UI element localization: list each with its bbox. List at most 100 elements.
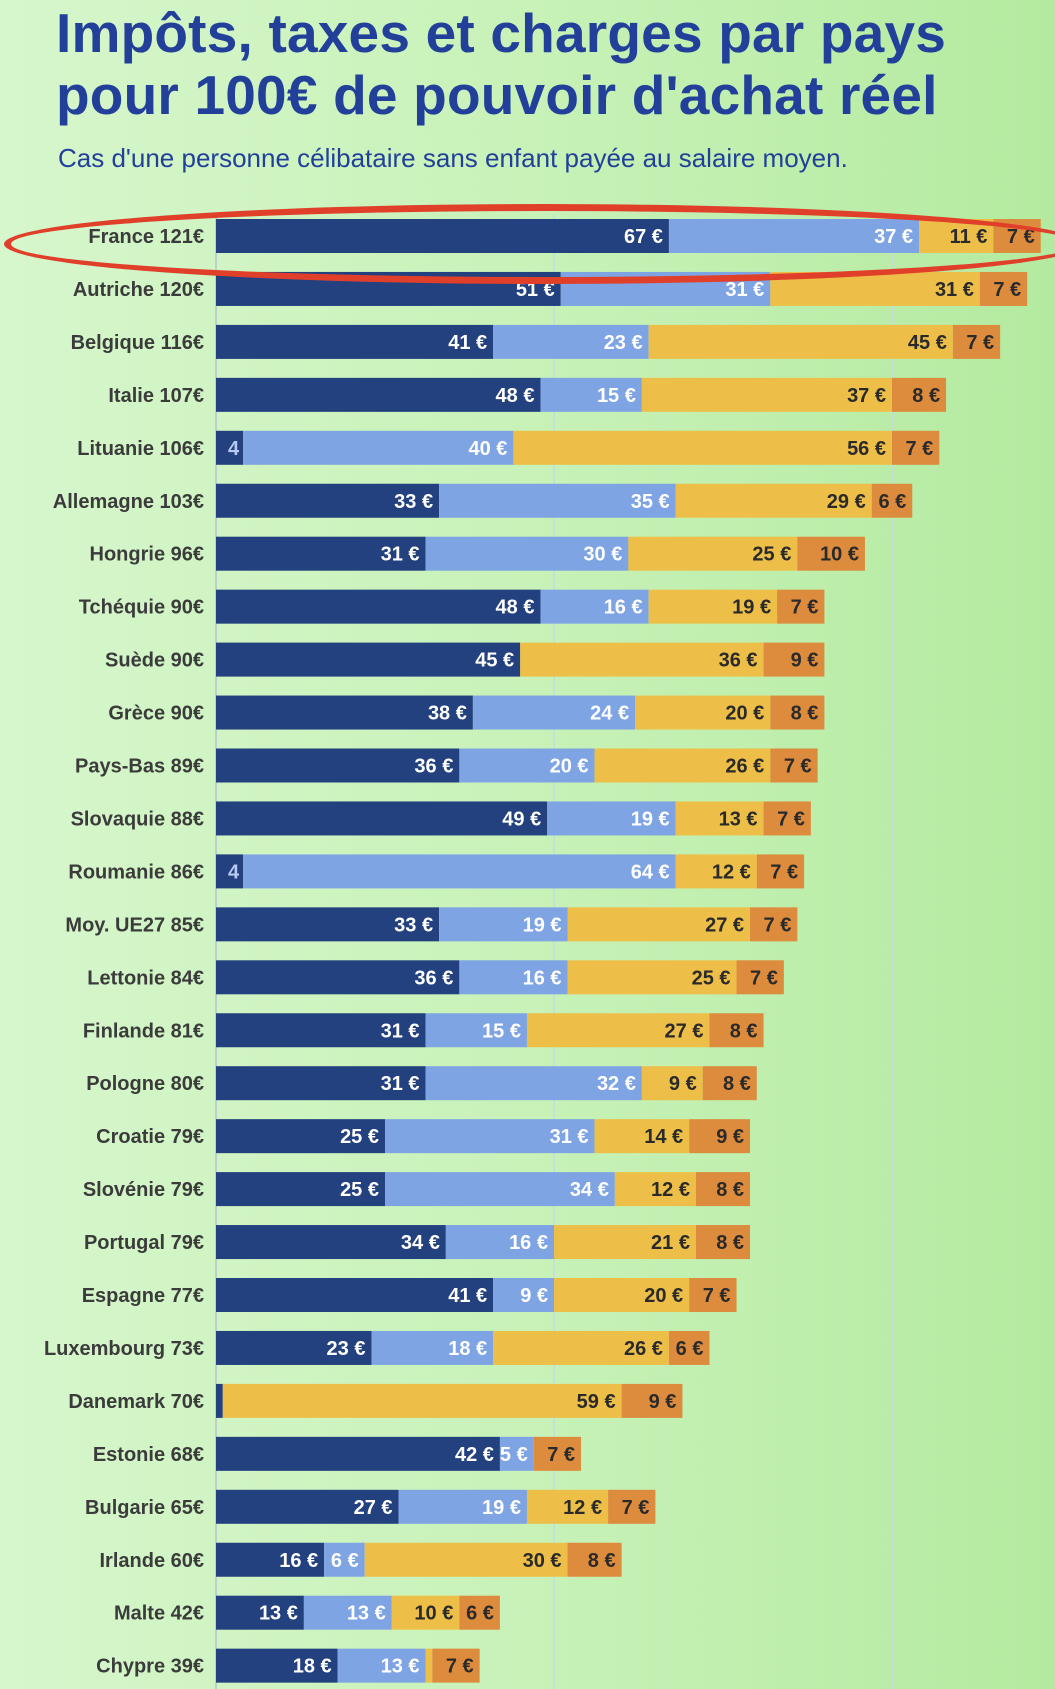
data-label: 38 € (428, 703, 467, 725)
data-label: 40 € (469, 438, 508, 460)
data-label: 20 € (644, 1285, 683, 1307)
bar-segment-4 (750, 907, 798, 942)
bar-segment-1 (216, 1066, 426, 1101)
data-label: 26 € (624, 1338, 663, 1360)
bar-segment-3 (520, 642, 764, 677)
data-label: 7 € (750, 967, 778, 989)
data-label: 59 € (577, 1391, 616, 1413)
data-label: 9 € (520, 1285, 548, 1307)
bar-segment-1 (216, 271, 561, 306)
data-label: 12 € (712, 861, 751, 883)
data-label: 19 € (482, 1497, 521, 1519)
bar-segment-3 (425, 1648, 433, 1683)
data-label: 7 € (906, 438, 934, 460)
category-label: Moy. UE27 85€ (65, 914, 204, 936)
category-label: Lituanie 106€ (77, 438, 204, 460)
data-label: 7 € (1007, 226, 1035, 248)
category-label: Bulgarie 65€ (85, 1497, 204, 1519)
data-label: 31 € (550, 1126, 589, 1148)
data-label: 26 € (725, 756, 764, 778)
bar-segment-4 (432, 1648, 480, 1683)
category-label: Danemark 70€ (68, 1391, 204, 1413)
data-label: 13 € (259, 1603, 298, 1625)
data-label: 56 € (847, 438, 886, 460)
category-label: Grèce 90€ (108, 703, 204, 725)
bar-segment-1 (216, 377, 541, 412)
data-label: 9 € (669, 1073, 697, 1095)
category-label: Pologne 80€ (86, 1073, 204, 1095)
data-label: 16 € (509, 1232, 548, 1254)
data-label: 8 € (588, 1550, 616, 1572)
bar-segment-1 (216, 1119, 385, 1154)
bar-segment-4 (689, 1119, 751, 1154)
chart-subtitle: Cas d'une personne célibataire sans enfa… (58, 143, 848, 173)
data-label: 7 € (777, 808, 805, 830)
bar-segment-3 (364, 1542, 568, 1577)
data-label: 16 € (604, 597, 643, 619)
data-label: 13 € (719, 808, 758, 830)
bar-segment-3 (635, 695, 771, 730)
category-label: Tchéquie 90€ (79, 597, 204, 619)
bar-segment-4 (892, 377, 947, 412)
category-label: Portugal 79€ (84, 1232, 204, 1254)
bar-segment-3 (554, 1278, 690, 1312)
bar-segment-1 (216, 219, 669, 253)
bar-segment-1 (216, 1489, 399, 1524)
category-label: Allemagne 103€ (53, 491, 204, 513)
data-label: 8 € (730, 1020, 758, 1042)
data-label: 7 € (622, 1497, 650, 1519)
bar-segment-3 (526, 1489, 609, 1524)
bar-segment-4 (709, 1013, 764, 1048)
data-label: 6 € (466, 1603, 494, 1625)
data-label: 16 € (279, 1550, 318, 1572)
data-label: 10 € (820, 544, 859, 566)
bar-segment-2 (371, 1330, 494, 1365)
data-label: 9 € (716, 1126, 744, 1148)
data-label: 23 € (604, 332, 643, 354)
data-label: 31 € (935, 279, 974, 301)
data-label: 36 € (719, 650, 758, 672)
bar-segment-1 (216, 854, 244, 889)
data-label: 13 € (381, 1656, 420, 1678)
data-label: 7 € (446, 1656, 474, 1678)
data-label: 11 € (950, 226, 988, 248)
data-label: 12 € (651, 1179, 690, 1201)
data-label: 15 € (597, 385, 636, 407)
bar-segment-3 (567, 960, 737, 995)
bar-segment-4 (993, 219, 1041, 253)
bar-segment-1 (216, 536, 426, 571)
data-label: 19 € (732, 597, 771, 619)
data-label: 34 € (570, 1179, 609, 1201)
data-label: 16 € (523, 967, 562, 989)
data-label: 31 € (381, 1020, 420, 1042)
category-label: Slovénie 79€ (83, 1179, 204, 1201)
bar-segment-3 (526, 1013, 710, 1048)
data-label: 6 € (676, 1338, 704, 1360)
category-label: Espagne 77€ (82, 1285, 204, 1307)
data-label: 8 € (791, 703, 819, 725)
data-label: 33 € (394, 491, 433, 513)
data-label: 20 € (550, 756, 589, 778)
bar-segment-4 (736, 960, 784, 995)
bar-segment-2 (337, 1648, 426, 1683)
data-label: 7 € (966, 332, 994, 354)
category-label: Irlande 60€ (99, 1550, 204, 1572)
bar-segment-3 (594, 748, 771, 783)
data-label: 35 € (631, 491, 670, 513)
bar-segment-2 (445, 1225, 554, 1260)
data-label: 20 € (725, 703, 764, 725)
data-label: 67 € (624, 226, 663, 248)
bar-segment-2 (459, 748, 595, 783)
bar-segment-3 (675, 483, 872, 518)
data-label: 18 € (293, 1656, 332, 1678)
category-label: Luxembourg 73€ (44, 1338, 204, 1360)
data-label: 37 € (874, 226, 913, 248)
data-label: 27 € (665, 1020, 704, 1042)
bar-segment-1 (216, 483, 440, 518)
bar-segment-2 (243, 430, 514, 465)
bar-segment-3 (222, 1383, 622, 1418)
data-label: 34 € (401, 1232, 440, 1254)
data-label: 51 € (516, 279, 555, 301)
bar-segment-4 (763, 642, 825, 677)
data-label: 25 € (340, 1126, 379, 1148)
